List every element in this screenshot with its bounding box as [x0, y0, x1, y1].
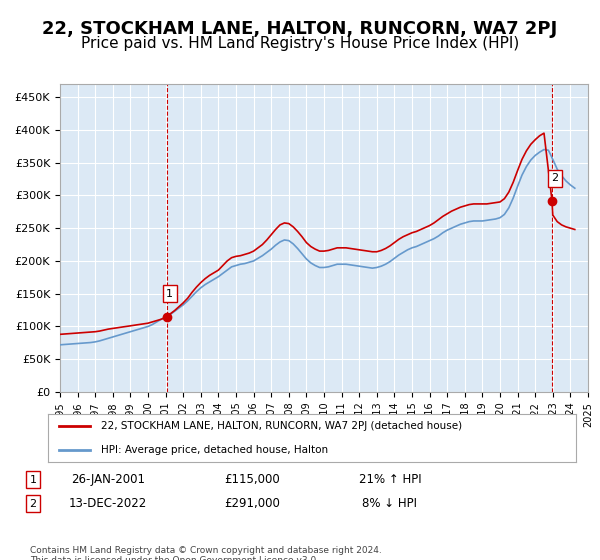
Text: Price paid vs. HM Land Registry's House Price Index (HPI): Price paid vs. HM Land Registry's House …: [81, 36, 519, 52]
Text: £291,000: £291,000: [224, 497, 280, 510]
Text: 8% ↓ HPI: 8% ↓ HPI: [362, 497, 418, 510]
Text: 26-JAN-2001: 26-JAN-2001: [71, 473, 145, 486]
Text: 13-DEC-2022: 13-DEC-2022: [69, 497, 147, 510]
Text: 22, STOCKHAM LANE, HALTON, RUNCORN, WA7 2PJ: 22, STOCKHAM LANE, HALTON, RUNCORN, WA7 …: [43, 20, 557, 38]
Text: 2: 2: [551, 174, 558, 183]
Text: 22, STOCKHAM LANE, HALTON, RUNCORN, WA7 2PJ (detached house): 22, STOCKHAM LANE, HALTON, RUNCORN, WA7 …: [101, 421, 462, 431]
Text: 1: 1: [166, 289, 173, 298]
Text: 2: 2: [29, 499, 37, 509]
Text: HPI: Average price, detached house, Halton: HPI: Average price, detached house, Halt…: [101, 445, 328, 455]
Text: 1: 1: [29, 474, 37, 484]
Text: Contains HM Land Registry data © Crown copyright and database right 2024.
This d: Contains HM Land Registry data © Crown c…: [30, 546, 382, 560]
Text: £115,000: £115,000: [224, 473, 280, 486]
Text: 21% ↑ HPI: 21% ↑ HPI: [359, 473, 421, 486]
